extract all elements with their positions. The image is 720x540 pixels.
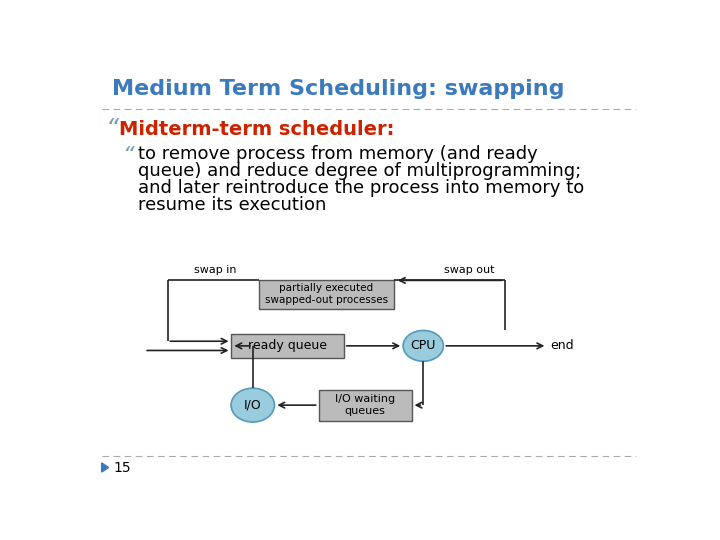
Text: swap out: swap out — [444, 265, 495, 275]
Text: 15: 15 — [113, 461, 131, 475]
Ellipse shape — [231, 388, 274, 422]
FancyBboxPatch shape — [258, 280, 394, 309]
Ellipse shape — [403, 330, 444, 361]
Text: resume its execution: resume its execution — [138, 196, 326, 214]
Text: Medium Term Scheduling: swapping: Medium Term Scheduling: swapping — [112, 79, 564, 99]
Text: partially executed
swapped-out processes: partially executed swapped-out processes — [265, 284, 388, 305]
Text: CPU: CPU — [410, 339, 436, 353]
Text: end: end — [550, 339, 574, 353]
Text: to remove process from memory (and ready: to remove process from memory (and ready — [138, 145, 538, 163]
Text: I/O waiting
queues: I/O waiting queues — [335, 394, 395, 416]
FancyBboxPatch shape — [231, 334, 344, 358]
Text: “: “ — [106, 118, 119, 141]
Text: I/O: I/O — [244, 399, 261, 411]
Text: ready queue: ready queue — [248, 339, 327, 353]
Text: swap in: swap in — [194, 265, 236, 275]
FancyBboxPatch shape — [319, 390, 412, 421]
Text: “: “ — [122, 146, 134, 166]
Polygon shape — [102, 463, 109, 472]
Text: Midterm-term scheduler:: Midterm-term scheduler: — [120, 120, 395, 139]
Text: and later reintroduce the process into memory to: and later reintroduce the process into m… — [138, 179, 585, 197]
Text: queue) and reduce degree of multiprogramming;: queue) and reduce degree of multiprogram… — [138, 162, 581, 180]
